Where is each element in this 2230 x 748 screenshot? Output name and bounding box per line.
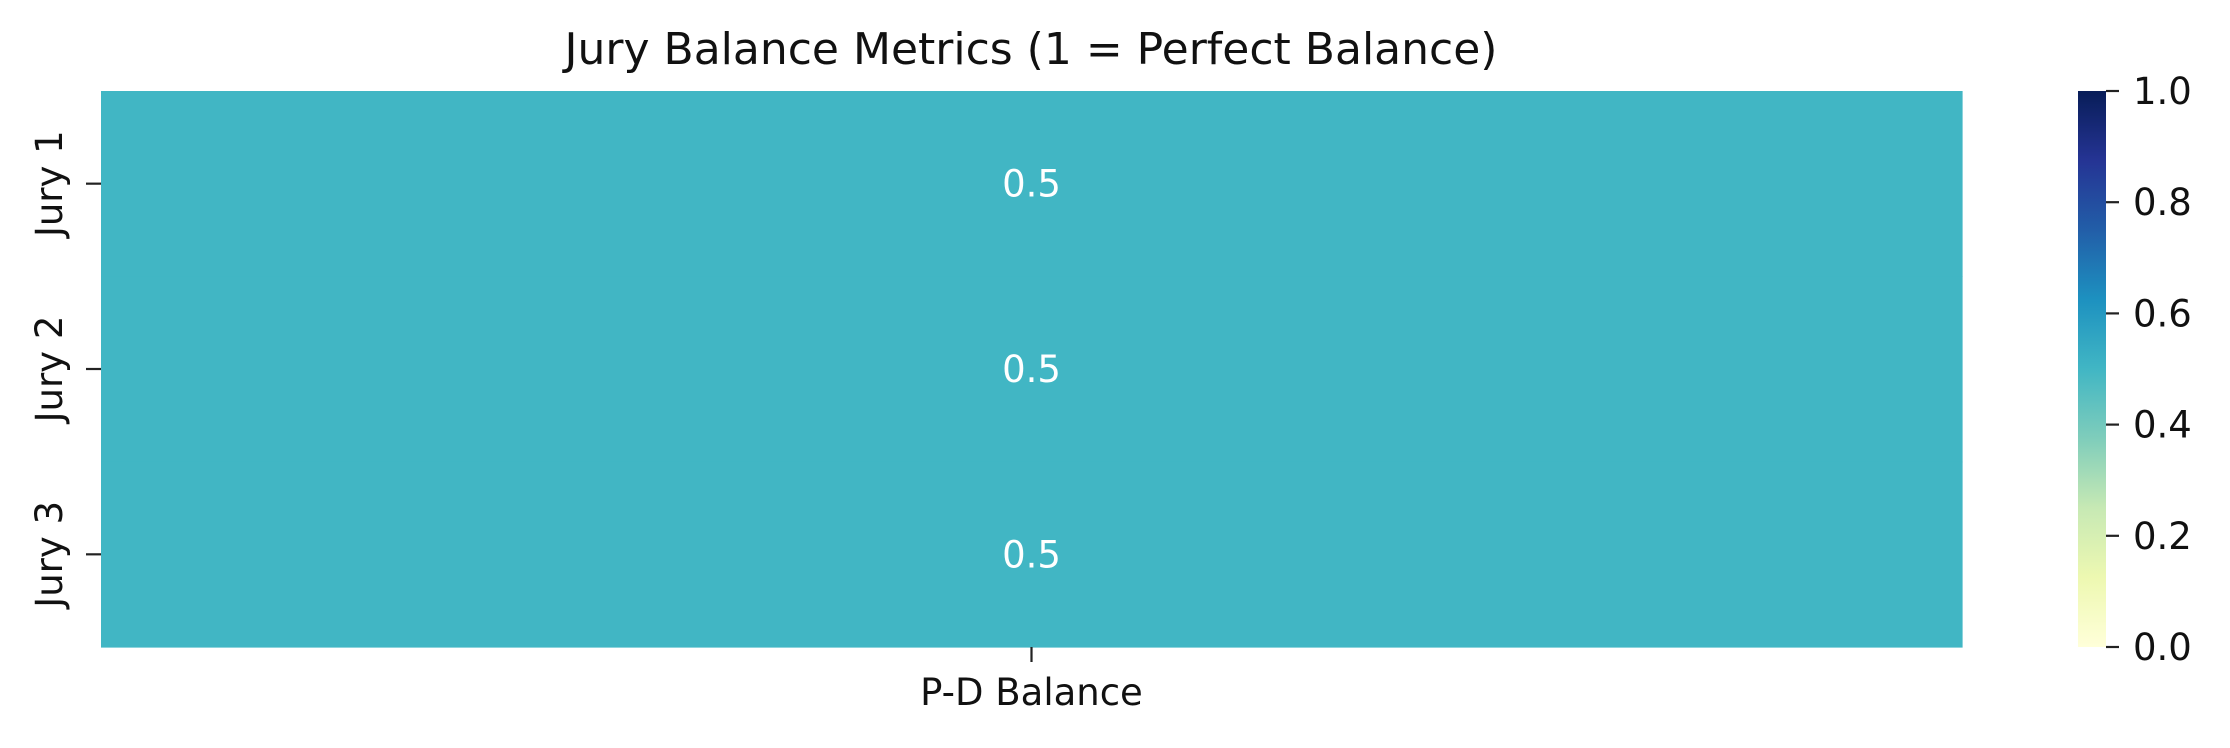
y-tick-label: Jury 3 <box>28 501 71 610</box>
colorbar-tick-label: 0.2 <box>2133 515 2192 558</box>
cell-value-label: 0.5 <box>1002 533 1061 576</box>
colorbar-tick-label: 0.4 <box>2133 404 2192 447</box>
colorbar-tick-label: 1.0 <box>2133 70 2192 113</box>
x-tick-label: P-D Balance <box>920 671 1143 714</box>
y-axis: Jury 1 Jury 2 Jury 3 <box>28 130 101 610</box>
y-tick-label: Jury 2 <box>28 316 71 425</box>
heatmap-cell <box>101 91 1963 277</box>
heatmap-cells <box>101 91 1963 648</box>
heatmap-cell <box>101 461 1963 648</box>
cell-value-label: 0.5 <box>1002 348 1061 391</box>
colorbar-tick-label: 0.6 <box>2133 292 2192 335</box>
colorbar-tick-label: 0.0 <box>2133 626 2192 669</box>
cell-value-label: 0.5 <box>1002 163 1061 206</box>
colorbar-ticks: 0.0 0.2 0.4 0.6 0.8 1.0 <box>2106 70 2192 669</box>
heatmap-cell <box>101 276 1963 463</box>
chart-title: Jury Balance Metrics (1 = Perfect Balanc… <box>562 24 1498 75</box>
heatmap-cell-labels: 0.5 0.5 0.5 <box>1002 163 1061 577</box>
x-axis: P-D Balance <box>920 647 1143 714</box>
colorbar-gradient <box>2078 91 2106 647</box>
colorbar-tick-label: 0.8 <box>2133 181 2192 224</box>
colorbar: 0.0 0.2 0.4 0.6 0.8 1.0 <box>2078 70 2192 669</box>
y-tick-label: Jury 1 <box>28 130 71 239</box>
